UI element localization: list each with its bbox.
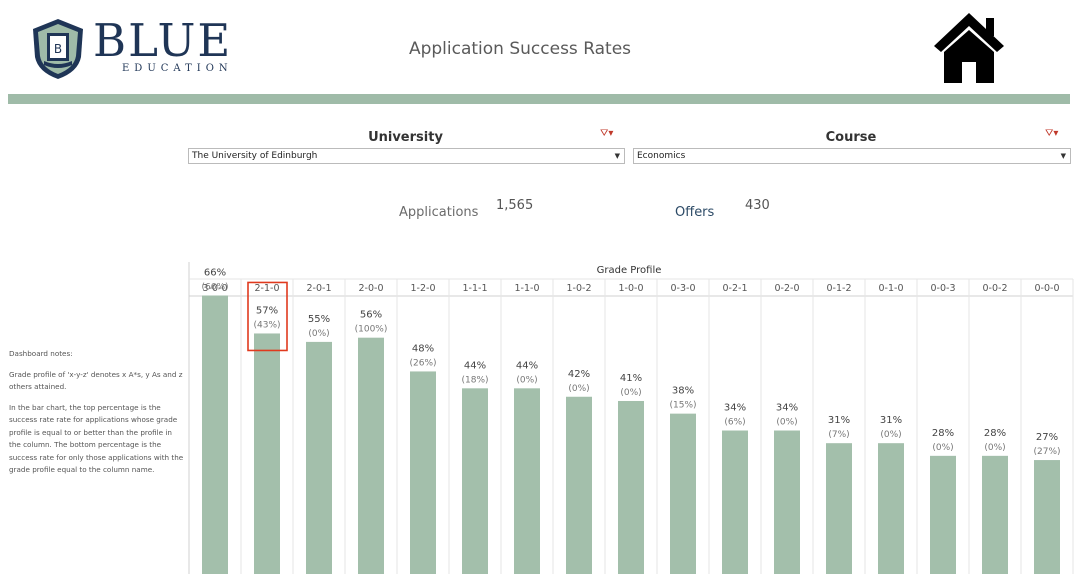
- chart-title: Grade Profile: [597, 265, 662, 276]
- bar-label-top: 28%: [932, 428, 954, 439]
- offers-value: 430: [745, 198, 770, 213]
- bar-label-top: 44%: [464, 360, 486, 371]
- x-tick-label: 0-2-0: [775, 283, 800, 294]
- bar: [306, 341, 332, 574]
- x-tick-label: 0-2-1: [723, 283, 748, 294]
- x-tick-label: 2-0-0: [359, 283, 384, 294]
- applications-value: 1,565: [496, 198, 534, 213]
- logo-shield-icon: B: [33, 19, 83, 79]
- bar-label-top: 34%: [724, 403, 746, 414]
- bar-label-top: 55%: [308, 314, 330, 325]
- notes-heading: Dashboard notes:: [9, 349, 73, 358]
- x-tick-label: 2-1-0: [255, 283, 280, 294]
- bar-label-top: 27%: [1036, 432, 1058, 443]
- bar: [618, 400, 644, 574]
- x-tick-label: 0-1-2: [827, 283, 852, 294]
- bar-label-bottom: (18%): [461, 375, 488, 385]
- bar-label-bottom: (6%): [724, 418, 745, 428]
- bar-label-bottom: (100%): [355, 325, 388, 335]
- x-tick-label: 3-0-0: [203, 283, 228, 294]
- bar-label-top: 66%: [204, 267, 226, 278]
- chevron-down-icon: ▼: [614, 152, 620, 160]
- bar-label-bottom: (43%): [253, 320, 280, 330]
- header-band: [8, 94, 1070, 104]
- logo-subtitle: EDUCATION: [122, 63, 233, 74]
- x-tick-label: 0-0-0: [1035, 283, 1060, 294]
- bar-label-top: 34%: [776, 403, 798, 414]
- bar: [254, 333, 280, 574]
- bar-label-top: 48%: [412, 343, 434, 354]
- logo-wordmark: BLUE: [93, 14, 233, 67]
- notes-paragraph-2: In the bar chart, the top percentage is …: [9, 402, 184, 475]
- bar-label-bottom: (26%): [409, 358, 436, 368]
- x-tick-label: 0-0-2: [983, 283, 1008, 294]
- bar: [722, 430, 748, 574]
- university-select[interactable]: The University of Edinburgh ▼: [188, 148, 625, 164]
- bar-label-bottom: (0%): [776, 418, 797, 428]
- university-filter-title: University: [368, 130, 443, 145]
- x-tick-label: 1-2-0: [411, 283, 436, 294]
- dashboard-notes: Dashboard notes: Grade profile of 'x-y-z…: [9, 348, 184, 485]
- filter-clear-icon[interactable]: ⛛▾: [600, 128, 614, 139]
- course-filter-title: Course: [825, 130, 877, 145]
- course-select[interactable]: Economics ▼: [633, 148, 1071, 164]
- bar-label-bottom: (0%): [932, 443, 953, 453]
- bar: [878, 443, 904, 574]
- bar: [566, 396, 592, 574]
- bar-label-top: 31%: [880, 415, 902, 426]
- chevron-down-icon: ▼: [1060, 152, 1066, 160]
- bar-label-top: 57%: [256, 305, 278, 316]
- bar-label-bottom: (27%): [1033, 447, 1060, 457]
- bar-label-top: 56%: [360, 310, 382, 321]
- x-tick-label: 0-0-3: [931, 283, 956, 294]
- notes-paragraph-1: Grade profile of 'x-y-z' denotes x A*s, …: [9, 369, 183, 392]
- x-tick-label: 0-3-0: [671, 283, 696, 294]
- bar: [930, 455, 956, 574]
- x-tick-label: 1-1-1: [463, 283, 488, 294]
- bar-label-top: 28%: [984, 428, 1006, 439]
- bar-label-bottom: (0%): [568, 384, 589, 394]
- page-title: Application Success Rates: [408, 39, 632, 59]
- bar: [1034, 460, 1060, 574]
- bar: [358, 337, 384, 574]
- bar-label-top: 41%: [620, 373, 642, 384]
- bar-label-bottom: (0%): [620, 388, 641, 398]
- filter-clear-icon[interactable]: ⛛▾: [1045, 128, 1059, 139]
- bar-label-bottom: (66%): [201, 282, 228, 292]
- highlight-box: [247, 281, 288, 352]
- bar-label-bottom: (0%): [308, 329, 329, 339]
- bar-label-bottom: (0%): [516, 375, 537, 385]
- university-select-value: The University of Edinburgh: [192, 151, 318, 161]
- bar: [202, 295, 228, 574]
- bar: [670, 413, 696, 574]
- logo-badge-letter: B: [54, 42, 62, 56]
- bar-label-top: 42%: [568, 369, 590, 380]
- bar-label-bottom: (0%): [880, 430, 901, 440]
- x-tick-label: 2-0-1: [307, 283, 332, 294]
- course-select-value: Economics: [637, 151, 686, 161]
- bar-label-top: 44%: [516, 360, 538, 371]
- bar: [410, 371, 436, 574]
- x-tick-label: 0-1-0: [879, 283, 904, 294]
- x-tick-label: 1-0-0: [619, 283, 644, 294]
- home-icon[interactable]: [930, 10, 1008, 86]
- bar-label-bottom: (15%): [669, 401, 696, 411]
- bar: [774, 430, 800, 574]
- applications-label: Applications: [399, 205, 479, 220]
- bar-label-bottom: (7%): [828, 430, 849, 440]
- bar-label-top: 31%: [828, 415, 850, 426]
- x-tick-label: 1-0-2: [567, 283, 592, 294]
- x-tick-label: 1-1-0: [515, 283, 540, 294]
- offers-label: Offers: [675, 205, 715, 220]
- bar: [514, 388, 540, 574]
- bar: [982, 455, 1008, 574]
- bar-label-bottom: (0%): [984, 443, 1005, 453]
- bar: [462, 388, 488, 574]
- bar-label-top: 38%: [672, 386, 694, 397]
- bar: [826, 443, 852, 574]
